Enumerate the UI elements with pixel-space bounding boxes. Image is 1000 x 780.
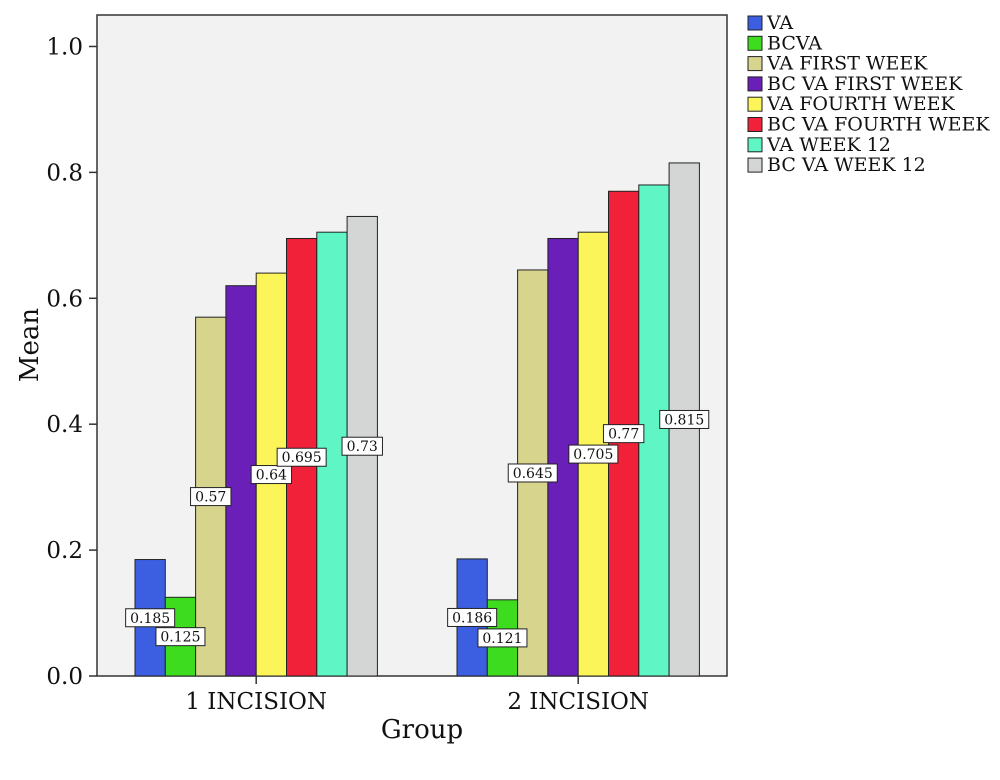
legend-label: BC VA FIRST WEEK	[767, 73, 963, 95]
legend-swatch	[747, 137, 763, 153]
data-label-box	[659, 409, 710, 429]
data-label: 0.185	[130, 611, 170, 627]
legend-swatch	[747, 15, 763, 31]
y-tick-label: 0.6	[46, 286, 83, 312]
data-label: 0.73	[347, 439, 378, 455]
data-label: 0.77	[608, 427, 639, 443]
data-label: 0.57	[195, 490, 226, 506]
data-label-box	[568, 444, 619, 464]
legend-label: VA FOURTH WEEK	[766, 93, 955, 115]
data-label: 0.186	[452, 610, 492, 626]
legend-label: BCVA	[767, 32, 822, 54]
data-labels-group: 0.185 0.125 0.57 0.64 0.695 0.73 0.186 0.121 0.6…	[125, 409, 710, 648]
y-axis: 0.0 0.2 0.4 0.6 0.8 1.0	[46, 34, 97, 690]
x-tick-label: 1 INCISION	[185, 689, 327, 715]
legend-swatch	[747, 157, 763, 173]
legend-swatch	[747, 117, 763, 132]
legend-label: VA FIRST WEEK	[766, 53, 928, 75]
data-label: 0.815	[664, 412, 704, 428]
legend-swatch	[747, 96, 763, 112]
y-tick-label: 0.4	[46, 412, 83, 438]
data-label: 0.645	[513, 466, 553, 482]
x-axis: 1 INCISION 2 INCISION	[185, 676, 649, 715]
data-label: 0.121	[482, 631, 522, 647]
data-label-box	[276, 447, 327, 467]
legend-label: VA	[766, 12, 793, 34]
x-axis-title: Group	[381, 715, 463, 745]
data-label-box	[447, 607, 498, 627]
y-axis-title: Mean	[15, 308, 45, 383]
legend-swatch	[747, 56, 763, 72]
legend-swatch	[747, 35, 763, 51]
data-label: 0.705	[573, 447, 613, 463]
y-tick-label: 1.0	[46, 34, 83, 60]
y-tick-label: 0.0	[46, 664, 83, 690]
data-label-box	[190, 487, 232, 507]
legend-label: VA WEEK 12	[766, 134, 891, 156]
legend-swatch	[747, 76, 763, 92]
data-label-box	[602, 424, 645, 444]
data-label-box	[125, 608, 176, 628]
data-label-box	[155, 627, 206, 647]
y-tick-label: 0.2	[46, 538, 83, 564]
data-label: 0.125	[160, 630, 200, 646]
y-tick-label: 0.8	[46, 160, 83, 186]
data-label-box	[250, 465, 293, 485]
legend-label: BC VA WEEK 12	[767, 154, 926, 176]
legend-label: BC VA FOURTH WEEK	[767, 114, 990, 136]
x-tick-label: 2 INCISION	[507, 689, 649, 715]
data-label-box	[507, 463, 558, 483]
data-label: 0.64	[256, 468, 287, 484]
data-label: 0.695	[282, 450, 322, 466]
data-label-box	[341, 436, 383, 456]
data-label-box	[477, 628, 528, 648]
